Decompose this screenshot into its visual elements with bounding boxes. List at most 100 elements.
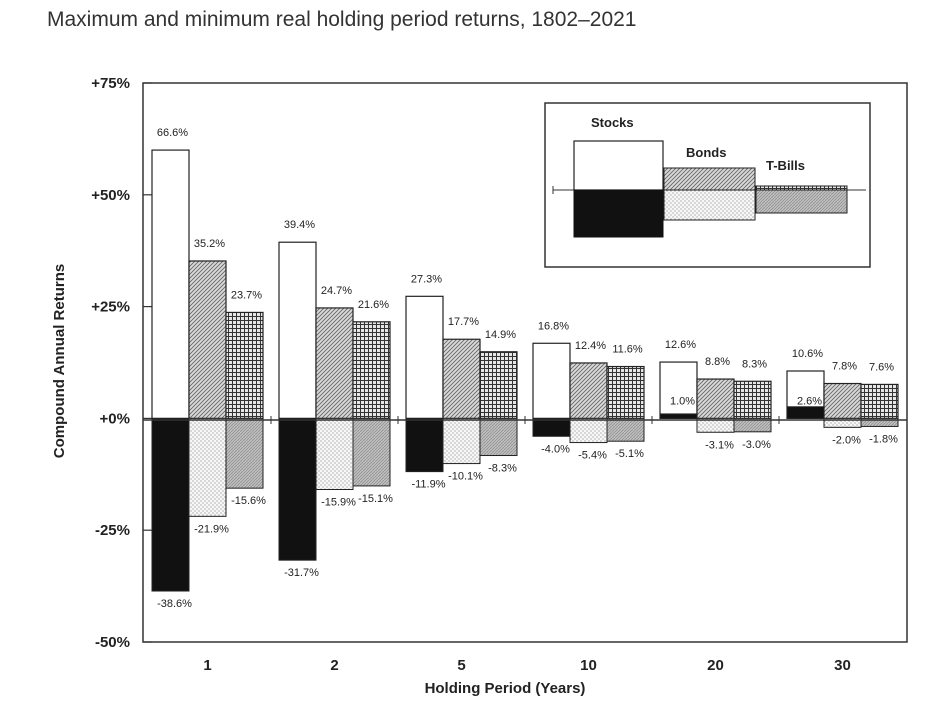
bonds-max-label: 8.8% <box>705 356 730 368</box>
tbills-max-label: 8.3% <box>742 358 767 370</box>
bonds-max-label: 35.2% <box>194 238 225 250</box>
stocks-max-bar <box>532 342 571 419</box>
tbills-min-label: -15.1% <box>358 493 393 505</box>
x-tick-label: 10 <box>580 657 597 674</box>
legend: Stocks Bonds T-Bills <box>544 102 871 268</box>
tbills-max-bar <box>606 365 645 420</box>
bars <box>151 149 899 592</box>
legend-label-bonds: Bonds <box>686 145 726 160</box>
stocks-max-label: 10.6% <box>792 348 823 360</box>
stocks-max-label: 66.6% <box>157 127 188 139</box>
stocks-max-label: 16.8% <box>538 320 569 332</box>
tbills-min-bar <box>352 417 391 487</box>
stocks-max-bar <box>659 361 698 419</box>
y-tick-label: -50% <box>95 634 130 651</box>
tbills-max-label: 7.6% <box>869 361 894 373</box>
bonds-min-label: -10.1% <box>448 471 483 483</box>
bonds-min-bar <box>315 417 354 491</box>
tbills-min-bar <box>733 417 772 433</box>
bonds-max-label: 24.7% <box>321 285 352 297</box>
legend-stocks-max <box>573 140 664 191</box>
stocks-max-bar <box>405 295 444 419</box>
tbills-max-bar <box>479 351 518 420</box>
stocks-min-label: -31.7% <box>284 567 319 579</box>
x-axis-title: Holding Period (Years) <box>425 680 586 697</box>
stocks-min-bar <box>151 417 190 592</box>
legend-label-stocks: Stocks <box>591 115 634 130</box>
stocks-max-bar <box>151 149 190 420</box>
stocks-max-label: 12.6% <box>665 339 696 351</box>
legend-bonds-max <box>663 167 756 191</box>
tbills-max-label: 14.9% <box>485 329 516 341</box>
tbills-min-label: -1.8% <box>869 433 898 445</box>
data-labels: 66.6% -38.6% 39.4% -31.7% 27.3% -11.9% 16.8% -4… <box>157 127 898 610</box>
stocks-min-label: -4.0% <box>541 443 570 455</box>
tbills-min-label: -3.0% <box>742 439 771 451</box>
x-tick-label: 5 <box>457 657 465 674</box>
tbills-max-bar <box>860 383 899 420</box>
y-axis-ticks: +75% +50% +25% +0% -25% -50% <box>91 75 152 651</box>
legend-label-tbills: T-Bills <box>766 158 805 173</box>
x-tick-label: 1 <box>203 657 211 674</box>
y-tick-label: +75% <box>91 75 130 92</box>
bonds-min-label: -21.9% <box>194 523 229 535</box>
chart-title: Maximum and minimum real holding period … <box>47 8 637 31</box>
stocks-min-bar <box>786 406 825 419</box>
bonds-min-bar <box>188 417 227 517</box>
tbills-min-label: -15.6% <box>231 495 266 507</box>
x-axis-ticks: 1 2 5 10 20 30 <box>203 416 851 674</box>
y-tick-label: +0% <box>100 410 130 427</box>
stocks-min-bar <box>405 417 444 473</box>
tbills-min-label: -8.3% <box>488 463 517 475</box>
tbills-max-bar <box>225 311 264 420</box>
stocks-min-label: 1.0% <box>670 395 695 407</box>
stocks-min-label: -38.6% <box>157 598 192 610</box>
bonds-max-bar <box>442 338 481 420</box>
tbills-min-label: -5.1% <box>615 448 644 460</box>
bonds-max-bar <box>315 307 354 419</box>
stocks-min-bar <box>659 413 698 419</box>
x-tick-label: 30 <box>834 657 851 674</box>
tbills-max-label: 11.6% <box>612 344 643 356</box>
legend-stocks-min <box>573 189 664 238</box>
tbills-max-label: 23.7% <box>231 289 262 301</box>
y-tick-label: +25% <box>91 299 130 316</box>
stocks-max-bar <box>278 241 317 419</box>
bonds-min-bar <box>442 417 481 465</box>
legend-tbills-min <box>755 189 848 214</box>
stocks-max-label: 39.4% <box>284 219 315 231</box>
legend-tbills-max <box>755 185 848 191</box>
stocks-min-bar <box>278 417 317 561</box>
bonds-max-bar <box>569 362 608 420</box>
stocks-min-label: -11.9% <box>411 479 445 491</box>
bonds-max-bar <box>823 382 862 420</box>
y-axis-title: Compound Annual Returns <box>51 264 68 458</box>
bonds-max-bar <box>696 378 735 419</box>
bonds-max-label: 7.8% <box>832 361 857 373</box>
tbills-min-bar <box>225 417 264 489</box>
stocks-min-bar <box>532 417 571 437</box>
tbills-min-bar <box>479 417 518 457</box>
bonds-max-label: 12.4% <box>575 340 606 352</box>
y-tick-label: +50% <box>91 187 130 204</box>
stocks-max-label: 27.3% <box>411 273 442 285</box>
bonds-max-label: 17.7% <box>448 316 479 328</box>
bonds-min-bar <box>569 417 608 444</box>
x-tick-label: 2 <box>330 657 338 674</box>
y-tick-label: -25% <box>95 522 130 539</box>
bonds-min-label: -15.9% <box>321 497 356 509</box>
tbills-min-bar <box>860 417 899 427</box>
bonds-min-label: -2.0% <box>832 434 861 446</box>
legend-bonds-min <box>663 189 756 221</box>
plot-frame <box>142 82 908 643</box>
bonds-min-label: -3.1% <box>705 439 734 451</box>
stocks-min-label: 2.6% <box>797 395 822 407</box>
tbills-min-bar <box>606 417 645 442</box>
tbills-max-bar <box>352 321 391 420</box>
bonds-min-label: -5.4% <box>578 450 607 462</box>
bonds-max-bar <box>188 260 227 419</box>
x-tick-label: 20 <box>707 657 724 674</box>
tbills-max-label: 21.6% <box>358 299 389 311</box>
tbills-max-bar <box>733 380 772 420</box>
